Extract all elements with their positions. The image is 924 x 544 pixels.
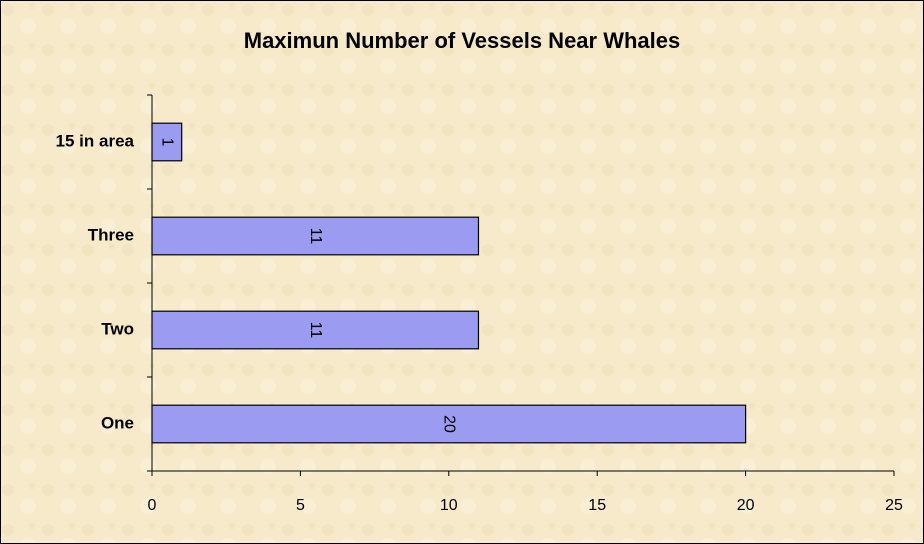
y-tick-label: Two	[101, 319, 134, 338]
data-label: 11	[307, 228, 324, 245]
y-tick-label: 15 in area	[56, 131, 135, 150]
y-tick-label: Three	[88, 225, 134, 244]
data-label: 1	[159, 138, 176, 147]
x-tick-label: 20	[737, 497, 755, 514]
x-tick-label: 15	[588, 497, 606, 514]
bar	[151, 310, 480, 350]
x-tick-label: 25	[885, 497, 903, 514]
data-label: 11	[307, 322, 324, 339]
chart-title: Maximun Number of Vessels Near Whales	[244, 28, 681, 53]
y-tick-label: One	[101, 413, 134, 432]
bar	[151, 122, 183, 162]
x-tick-label: 5	[296, 497, 305, 514]
data-label: 20	[441, 415, 458, 433]
x-tick-label: 0	[148, 497, 157, 514]
bar	[151, 216, 480, 256]
x-tick-label: 10	[440, 497, 458, 514]
bar	[151, 404, 747, 444]
